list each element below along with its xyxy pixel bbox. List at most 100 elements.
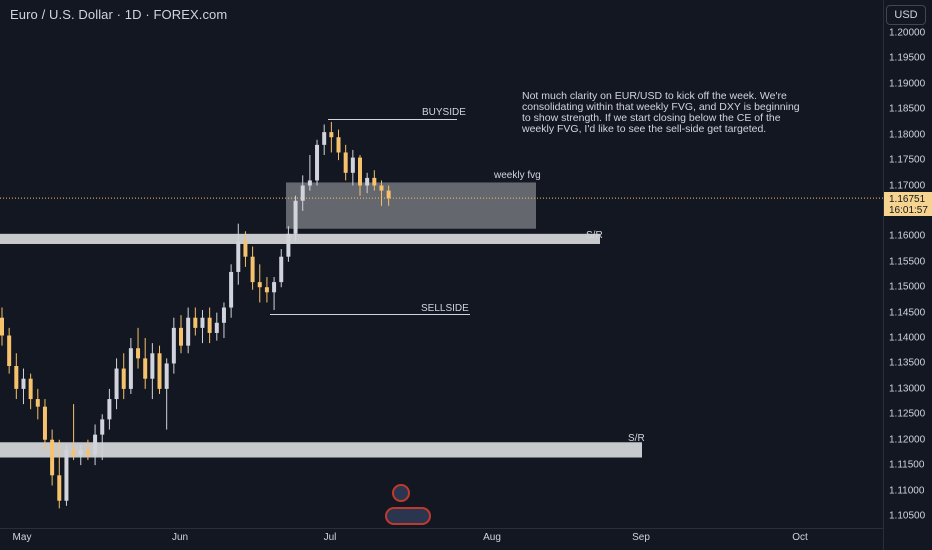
candle-body [286,233,291,257]
candle-body [329,132,334,138]
candle-body [179,327,183,346]
candle-body [7,335,12,367]
candle-body [21,378,26,389]
candle-body [0,317,4,336]
candle-body [128,348,133,389]
price-tick-label: 1.20000 [889,27,926,39]
price-axis[interactable] [883,0,932,550]
price-tick-label: 1.14500 [889,307,926,319]
candle-body [150,353,155,379]
currency-selector[interactable]: USD [886,5,926,25]
price-tick-label: 1.11500 [889,459,925,471]
candle-body [121,368,126,389]
candle-body [35,399,40,407]
bar-countdown: 16:01:57 [889,205,928,216]
month-label: Jun [171,532,189,543]
chart-canvas[interactable] [0,0,883,528]
candle-body [200,317,205,328]
price-tick-label: 1.18500 [889,103,926,115]
price-tick-label: 1.11000 [889,485,925,497]
month-label: Jul [323,532,337,543]
current-price: 1.16751 [889,194,926,205]
candle-body [322,132,327,145]
candle-body [136,348,141,359]
candle-body [186,317,191,346]
candle-body [50,439,55,476]
candle-body [293,200,298,234]
candle-body [386,190,391,199]
price-tick-label: 1.14000 [889,332,926,344]
price-tick-label: 1.13000 [889,383,926,395]
price-tick-label: 1.17000 [889,180,926,192]
candle-body [214,322,219,333]
time-axis[interactable] [0,528,883,550]
price-tick-label: 1.15000 [889,281,926,293]
candle-body [207,317,212,333]
price-tick-label: 1.12000 [889,434,926,446]
candle-body [85,449,90,455]
candle-body [300,185,305,201]
sr-lower-zone [0,442,642,458]
candle-body [100,419,105,435]
analysis-note[interactable]: Not much clarity on EUR/USD to kick off … [522,90,800,135]
candle-body [279,256,284,283]
candle-body [164,363,169,389]
candle-body [93,434,98,455]
month-label: May [12,532,32,543]
sr-upper-zone [0,233,600,244]
economic-event-icon[interactable] [392,484,410,502]
candle-body [107,399,112,420]
month-label: Aug [483,532,501,543]
chart-pane[interactable] [0,0,883,528]
sellside-label: SELLSIDE [421,303,469,314]
candle-body [365,177,370,186]
candle-body [229,271,234,308]
candle-body [307,180,312,186]
price-tick-label: 1.19500 [889,52,926,64]
weekly-fvg-zone [286,182,536,229]
candle-body [272,282,277,293]
candle-body [372,177,377,186]
candle-body [315,144,320,181]
sr-upper-label: S/R [586,230,603,241]
current-price-tag: 1.16751 16:01:57 [884,192,932,216]
candle-body [257,282,262,288]
price-tick-label: 1.19000 [889,78,926,90]
candle-body [343,152,348,173]
price-tick-label: 1.12500 [889,408,926,420]
candle-body [71,449,76,455]
weekly-fvg-label: weekly fvg [494,170,541,181]
candle-body [236,241,241,272]
economic-events-group-icon[interactable] [385,507,431,525]
month-label: Sep [632,532,650,543]
symbol-title[interactable]: Euro / U.S. Dollar · 1D · FOREX.com [10,7,228,22]
candle-body [243,241,248,257]
candle-body [336,137,341,153]
candle-body [358,157,362,186]
candle-body [57,475,62,501]
candle-body [250,256,255,283]
sr-lower-label: S/R [628,433,645,444]
price-tick-label: 1.16000 [889,230,926,242]
buyside-label: BUYSIDE [422,107,466,118]
candle-body [350,157,355,173]
candle-body [14,366,19,389]
candle-body [78,449,83,455]
price-tick-label: 1.10500 [889,510,926,522]
candle-body [114,368,119,400]
candle-body [221,307,226,323]
candle-body [143,358,148,379]
month-label: Oct [792,532,808,543]
candle-body [193,317,198,328]
price-tick-label: 1.15500 [889,256,926,268]
candle-body [42,406,47,440]
candle-body [379,185,384,191]
price-tick-label: 1.18000 [889,129,926,141]
candle-body [64,449,69,501]
price-tick-label: 1.17500 [889,154,926,166]
price-tick-label: 1.13500 [889,357,926,369]
candle-body [157,353,162,389]
candle-body [28,378,33,400]
candle-body [171,327,176,364]
